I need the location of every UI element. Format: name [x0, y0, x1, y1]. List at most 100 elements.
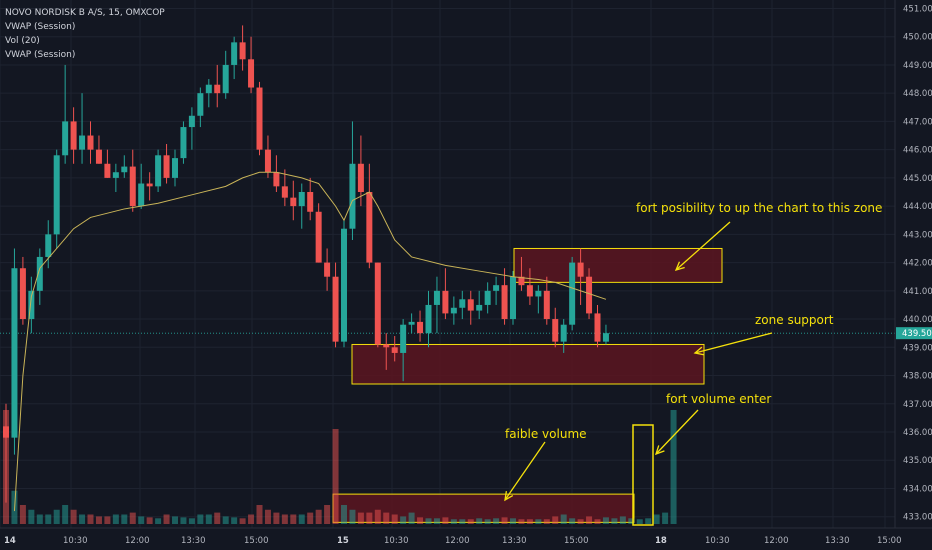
volume-bar [569, 518, 576, 524]
arrow-line [655, 409, 699, 455]
volume-bar [298, 514, 305, 524]
candle-body [155, 155, 162, 187]
volume-bar [518, 519, 525, 524]
volume-bar [129, 512, 136, 524]
y-tick-label: 436.00 [903, 428, 932, 438]
candle-body [163, 155, 170, 178]
candle-body [222, 64, 229, 94]
x-tick-label: 15:00 [877, 536, 902, 546]
volume-bar [645, 518, 652, 524]
volume-bar [205, 514, 212, 524]
candle-body [425, 304, 432, 334]
candle-body [383, 344, 390, 348]
volume-bar [62, 505, 69, 524]
candle-body [197, 93, 204, 116]
volume-bar [442, 517, 449, 524]
candle-body [121, 166, 128, 173]
vwap-indicator-label[interactable]: VWAP (Session) [5, 22, 76, 32]
candle-body [602, 333, 609, 342]
volume-bar [417, 517, 424, 524]
volume-bar [19, 505, 26, 524]
volume-bar [374, 509, 381, 524]
volume-bar [602, 517, 609, 524]
candle-body [3, 426, 9, 438]
x-tick-label: 13:30 [181, 536, 206, 546]
volume-bar [332, 429, 339, 524]
candles [3, 25, 609, 503]
candle-body [433, 290, 440, 305]
candle-body [205, 84, 212, 94]
annotation-support: zone support [755, 313, 834, 327]
candle-body [586, 276, 593, 314]
y-tick-label: 444.00 [903, 202, 932, 212]
arrow-head [693, 346, 704, 356]
volume-indicator-label[interactable]: Vol (20) [5, 36, 40, 46]
x-tick-label: 15:00 [244, 536, 269, 546]
candle-body [264, 149, 271, 173]
y-tick-label: 448.00 [903, 89, 932, 99]
volume-bar [510, 518, 516, 524]
vwap-indicator-label-2[interactable]: VWAP (Session) [5, 50, 76, 60]
x-tick-label: 14 [4, 536, 16, 546]
volume-bar [535, 519, 542, 524]
x-tick-label: 10:30 [63, 536, 88, 546]
volume-bar [180, 517, 187, 524]
candle-body [70, 121, 77, 150]
volume-bar [670, 410, 677, 524]
candle-body [112, 172, 119, 178]
volume-bar [79, 514, 86, 524]
annotation-resistance: fort posibility to up the chart to this … [636, 201, 882, 215]
y-tick-label: 450.00 [903, 33, 932, 43]
arrow-head [654, 445, 665, 456]
volume-bar [163, 514, 170, 524]
volume-bar [138, 516, 145, 524]
volume-bar [281, 514, 288, 524]
current-price-label: 439.50 [902, 329, 932, 339]
volume-bar [188, 518, 195, 524]
candle-body [298, 192, 305, 207]
candle-body [535, 290, 542, 297]
candle-body [543, 290, 550, 320]
candle-body [493, 285, 500, 291]
candle-body [53, 155, 60, 235]
volume-bar [315, 509, 322, 524]
candle-body [391, 347, 398, 353]
candle-body [28, 290, 35, 320]
grid-lines [0, 0, 895, 528]
volume-bar [290, 514, 297, 524]
candle-body [45, 234, 52, 257]
y-tick-label: 439.00 [903, 343, 932, 353]
candle-body [417, 321, 424, 334]
candle-body [95, 149, 102, 164]
volume-bar [450, 519, 457, 524]
volume-bar [146, 517, 153, 524]
candle-body [552, 319, 559, 342]
y-tick-label: 443.00 [903, 230, 932, 240]
volume-bar [383, 512, 390, 524]
y-tick-label: 442.00 [903, 259, 932, 269]
candle-body [569, 262, 576, 325]
volume-bar [53, 509, 60, 524]
volume-bar [324, 505, 331, 524]
y-tick-label: 441.00 [903, 287, 932, 297]
volume-bar [231, 517, 238, 524]
zone-box [513, 247, 723, 283]
x-tick-label: 13:30 [825, 536, 850, 546]
symbol-label[interactable]: NOVO NORDISK B A/S, 15, OMXCOP [5, 8, 165, 18]
y-tick-label: 440.00 [903, 315, 932, 325]
candle-body [79, 135, 86, 150]
arrow-line [694, 332, 773, 354]
x-tick-label: 13:30 [502, 536, 527, 546]
volume-bar [155, 518, 162, 524]
y-tick-label: 446.00 [903, 146, 932, 156]
volume-bar [172, 516, 178, 524]
volume-bar [357, 512, 364, 524]
volume-bar [628, 518, 635, 524]
volume-bar [586, 516, 593, 524]
candle-body [146, 183, 153, 187]
arrow-head [674, 261, 685, 271]
candle-body [307, 192, 314, 212]
y-tick-label: 438.00 [903, 372, 932, 382]
candle-body [442, 290, 449, 314]
volume-bar [273, 512, 280, 524]
